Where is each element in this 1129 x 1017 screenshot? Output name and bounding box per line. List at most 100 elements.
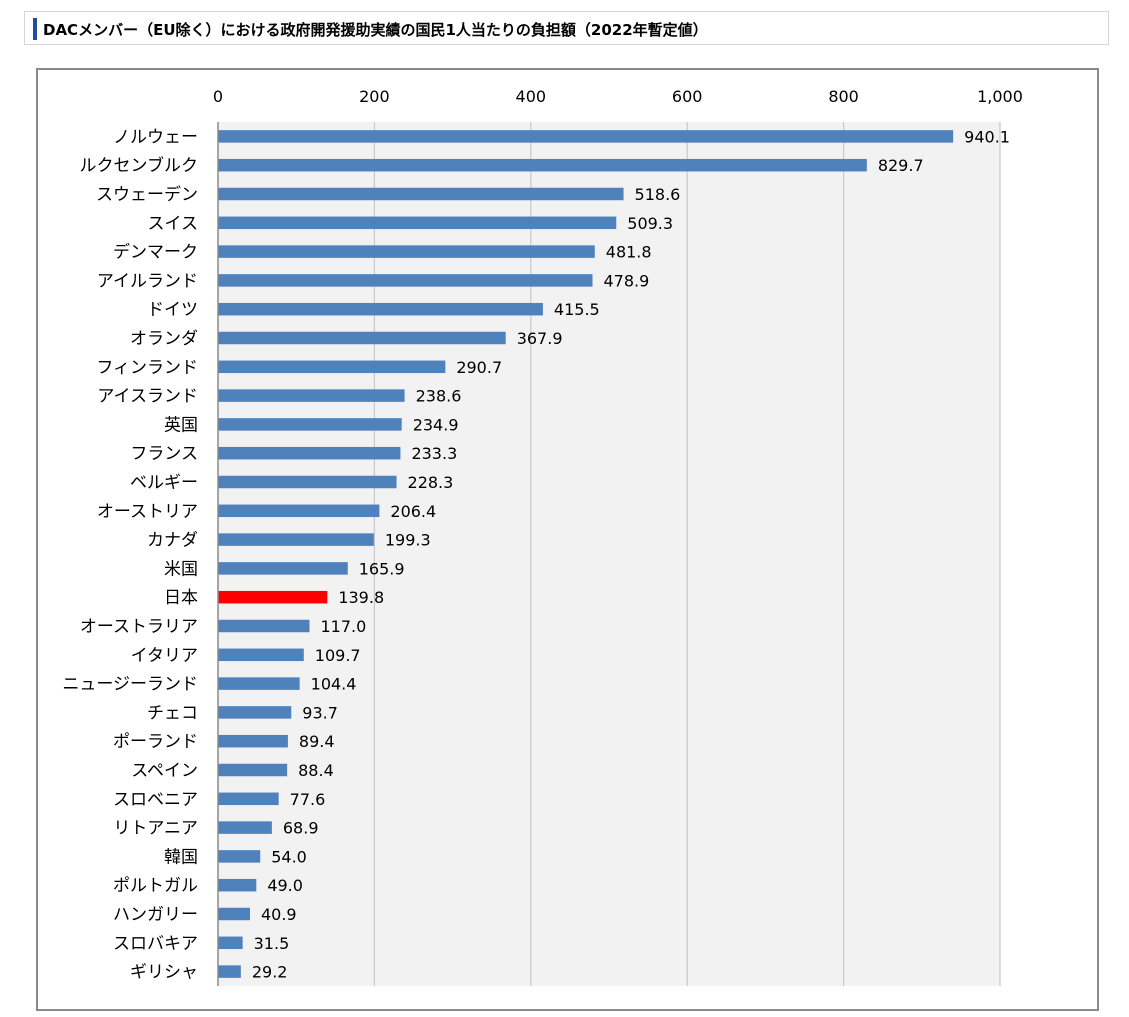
bars	[218, 130, 954, 978]
bar	[218, 274, 593, 287]
data-label: 228.3	[408, 473, 454, 492]
category-label: ギリシャ	[130, 963, 198, 983]
bar	[218, 706, 292, 719]
plot-area	[218, 122, 1000, 986]
category-label: デンマーク	[113, 242, 198, 263]
category-label: ニュージーランド	[62, 675, 198, 695]
bar	[218, 475, 397, 489]
bar	[218, 590, 328, 604]
data-label: 478.9	[603, 271, 649, 290]
bar	[218, 763, 288, 777]
bar	[218, 446, 401, 460]
data-label: 104.4	[311, 675, 357, 694]
category-label: オーストリア	[97, 502, 198, 522]
data-label: 415.5	[554, 300, 600, 319]
category-label: カナダ	[147, 531, 198, 551]
bar	[218, 360, 446, 374]
data-label: 29.2	[252, 963, 288, 982]
category-label: ドイツ	[147, 300, 198, 320]
data-label: 206.4	[390, 502, 436, 521]
category-label: アイスランド	[97, 387, 198, 407]
bar	[218, 302, 543, 316]
data-label: 367.9	[517, 329, 563, 348]
data-label: 117.0	[320, 617, 366, 636]
category-label: スペイン	[131, 761, 198, 781]
data-label: 509.3	[627, 214, 673, 233]
bar	[218, 562, 348, 575]
category-label: フィンランド	[96, 358, 198, 378]
category-label: ハンガリー	[113, 905, 198, 925]
title-accent-mark	[33, 18, 37, 40]
bar	[218, 619, 310, 633]
category-label: スロベニア	[113, 790, 198, 810]
bar	[218, 907, 250, 921]
category-label: スイス	[148, 214, 199, 234]
bar	[218, 245, 595, 258]
data-label: 829.7	[878, 156, 924, 175]
bar	[218, 216, 617, 230]
bar	[218, 850, 261, 863]
data-label: 93.7	[302, 703, 338, 722]
category-label: ノルウェー	[113, 127, 198, 147]
data-label: 77.6	[290, 790, 326, 809]
data-label: 139.8	[338, 588, 384, 607]
data-label: 233.3	[411, 444, 457, 463]
data-label: 68.9	[283, 819, 319, 838]
x-axis-ticks: 0 200 400 600 800 1,000	[213, 87, 1023, 106]
bar	[218, 158, 867, 172]
bar	[218, 677, 300, 690]
gridlines	[373, 122, 1001, 986]
category-labels: ノルウェールクセンブルクスウェーデンスイスデンマークアイルランドドイツオランダフ…	[62, 127, 198, 982]
data-label: 88.4	[298, 761, 334, 780]
bar	[218, 936, 243, 950]
chart-title: DACメンバー（EU除く）における政府開発援助実績の国民1人当たりの負担額（20…	[43, 21, 708, 39]
category-label: オーストラリア	[80, 617, 198, 637]
data-label: 290.7	[456, 358, 502, 377]
category-label: ポルトガル	[113, 876, 198, 896]
bar	[218, 821, 272, 834]
bar	[218, 965, 241, 978]
category-label: イタリア	[131, 646, 198, 666]
x-tick-label: 0	[213, 87, 223, 106]
data-label: 199.3	[385, 531, 431, 550]
data-label: 238.6	[416, 387, 462, 406]
category-label: 韓国	[164, 847, 198, 867]
category-label: 日本	[164, 588, 198, 608]
data-label: 109.7	[315, 646, 361, 665]
bar	[218, 130, 954, 143]
data-label: 49.0	[267, 876, 303, 895]
x-tick-label: 600	[672, 87, 703, 106]
category-label: フランス	[130, 444, 198, 464]
data-label: 518.6	[635, 185, 681, 204]
category-label: スロバキア	[113, 934, 198, 954]
data-label: 89.4	[299, 732, 335, 751]
x-tick-label: 400	[516, 87, 547, 106]
bar	[218, 389, 405, 402]
data-label: 940.1	[964, 127, 1010, 146]
bar	[218, 187, 624, 201]
x-tick-label: 200	[359, 87, 390, 106]
bar	[218, 734, 288, 748]
category-label: スウェーデン	[96, 184, 198, 205]
data-label: 54.0	[271, 847, 307, 866]
x-tick-label: 1,000	[977, 87, 1023, 106]
data-label: 234.9	[413, 415, 459, 434]
category-label: ルクセンブルク	[80, 155, 199, 176]
bar	[218, 648, 304, 662]
bar	[218, 533, 374, 546]
bar	[218, 792, 279, 806]
bar	[218, 504, 380, 518]
x-tick-label: 800	[828, 87, 859, 106]
category-label: 英国	[164, 415, 198, 435]
data-label: 40.9	[261, 905, 297, 924]
category-label: 米国	[164, 559, 198, 579]
category-label: アイルランド	[97, 271, 198, 291]
bar	[218, 418, 402, 431]
bar	[218, 878, 257, 892]
category-label: チェコ	[147, 703, 198, 723]
category-label: オランダ	[130, 329, 198, 349]
category-label: リトアニア	[113, 819, 198, 839]
category-label: ベルギー	[130, 473, 198, 493]
